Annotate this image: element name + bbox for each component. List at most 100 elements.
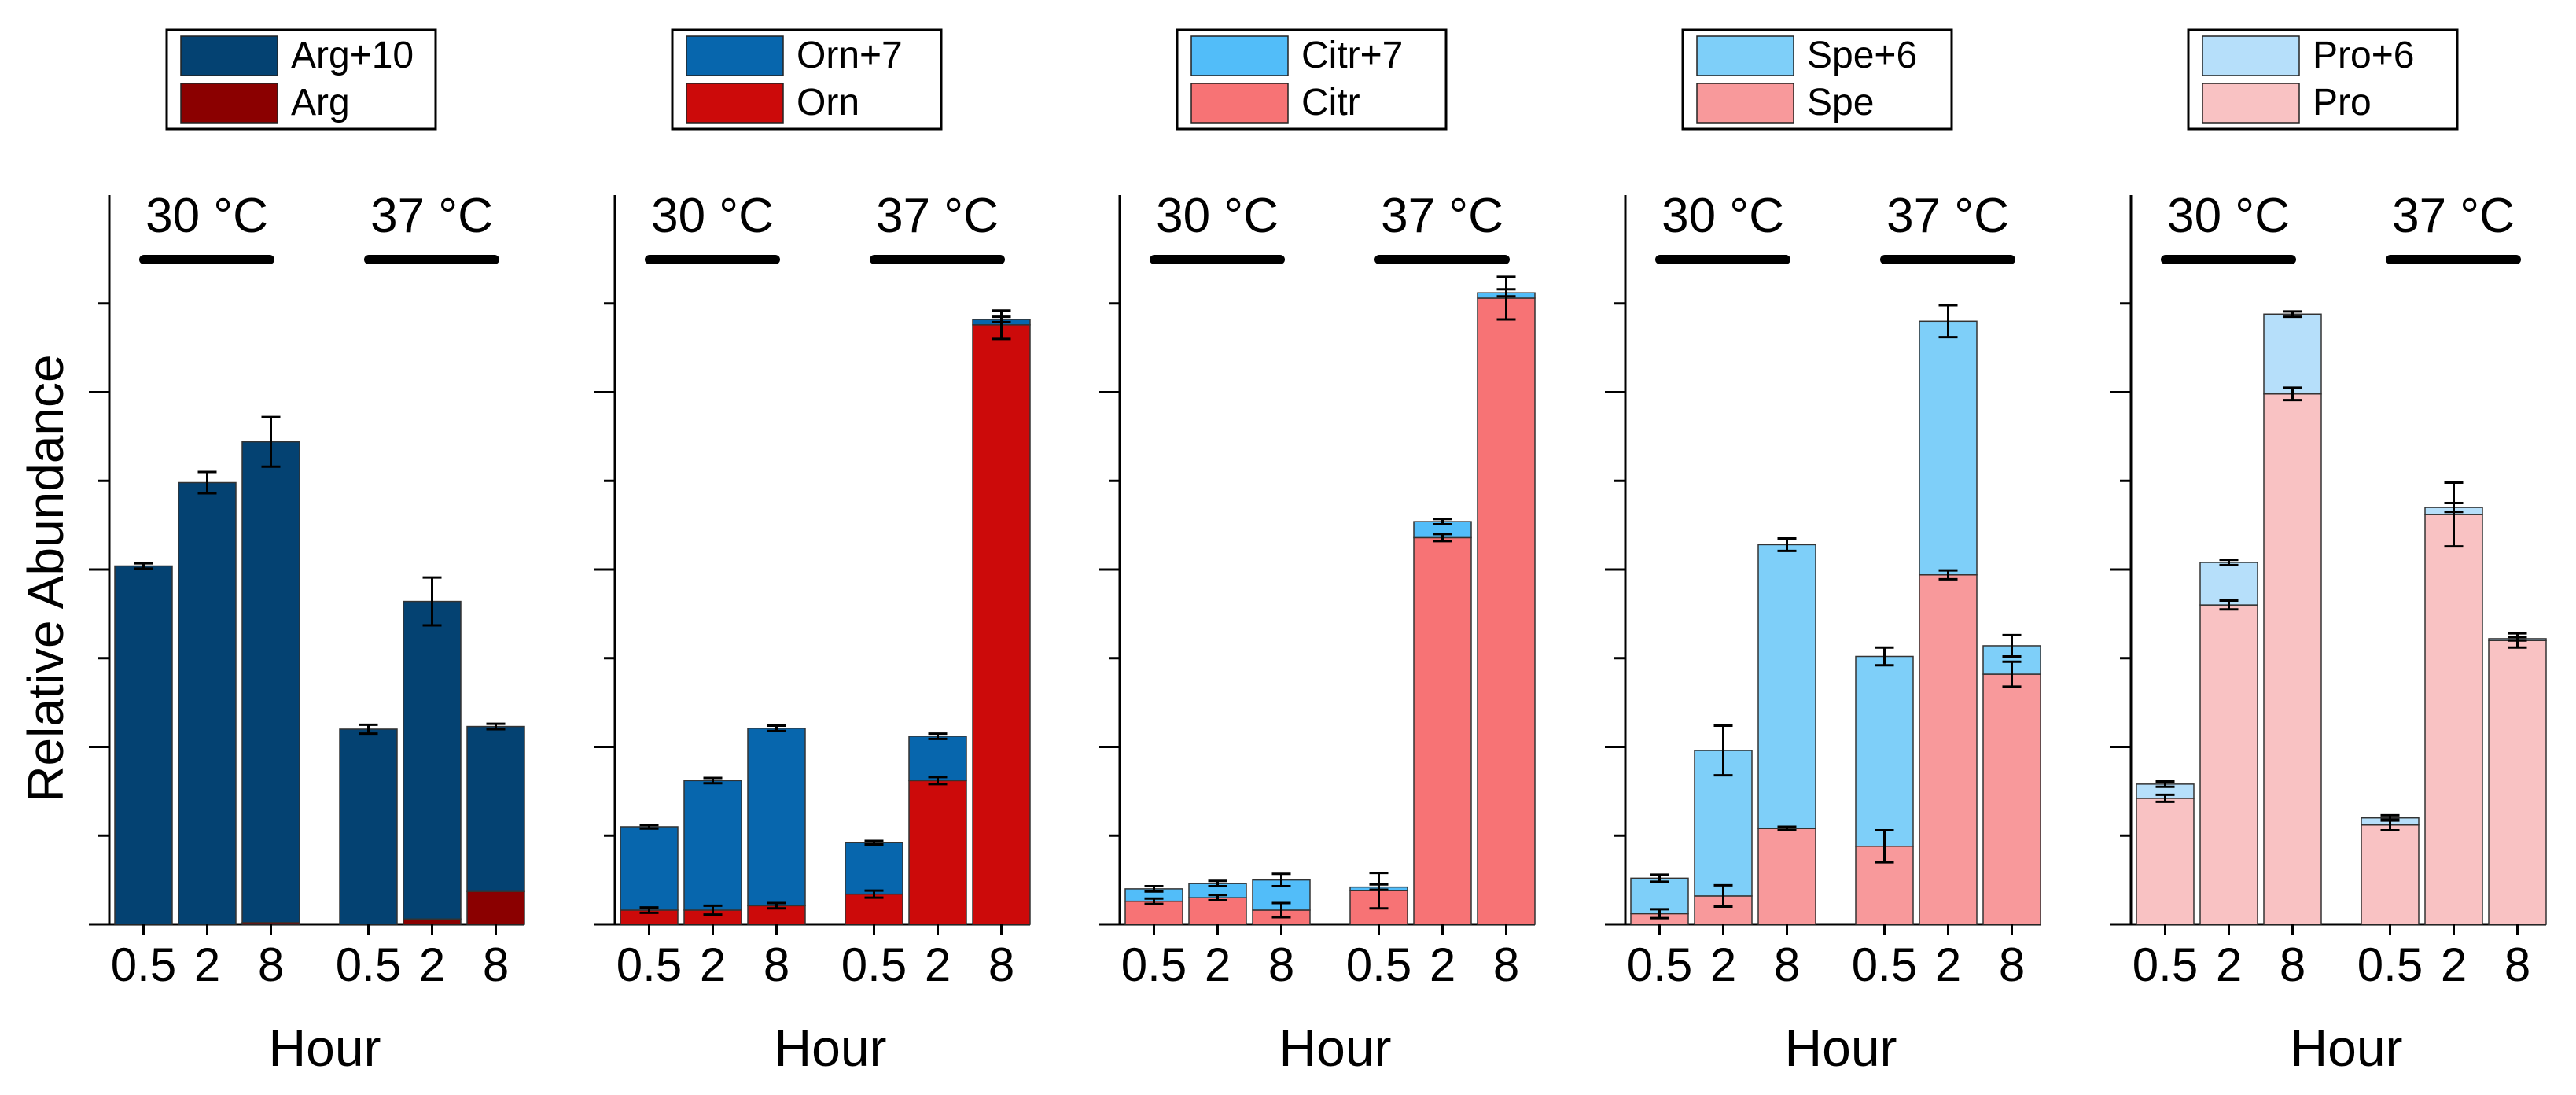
bar-pro bbox=[2424, 514, 2483, 925]
bar-orn-plus-7 bbox=[908, 736, 967, 782]
error-bar bbox=[1713, 724, 1733, 777]
x-axis-label: Hour bbox=[1784, 1019, 1897, 1077]
group-label: 30 °C bbox=[1662, 189, 1784, 243]
bar-arg-plus-10 bbox=[339, 728, 398, 925]
error-bar bbox=[767, 724, 786, 732]
error-bar bbox=[359, 723, 378, 736]
bar-arg-plus-10 bbox=[241, 441, 300, 924]
error-bar bbox=[2155, 780, 2175, 788]
x-axis-label: Hour bbox=[1279, 1019, 1391, 1077]
legend-label: Citr+7 bbox=[1301, 35, 1403, 76]
error-bar bbox=[486, 722, 506, 731]
x-tick-label: 0.5 bbox=[1852, 938, 1917, 991]
error-bar bbox=[1271, 872, 1291, 888]
bar-arg-plus-10 bbox=[466, 725, 525, 893]
bar-citr bbox=[1477, 297, 1536, 925]
x-tick-label: 8 bbox=[1774, 938, 1800, 991]
error-bar bbox=[2002, 660, 2022, 688]
x-tick-label: 0.5 bbox=[336, 938, 401, 991]
error-bar bbox=[639, 824, 659, 830]
group-label: 30 °C bbox=[1156, 189, 1279, 243]
legend-label: Arg+10 bbox=[291, 35, 414, 76]
error-bar bbox=[1713, 883, 1733, 908]
x-tick-label: 2 bbox=[700, 938, 726, 991]
group-label: 37 °C bbox=[876, 189, 999, 243]
bar-spe bbox=[1982, 673, 2041, 925]
bar-pro-plus-6 bbox=[2263, 313, 2322, 395]
x-tick-label: 2 bbox=[1205, 938, 1231, 991]
error-bar bbox=[1875, 828, 1894, 864]
x-tick-label: 0.5 bbox=[2133, 938, 2198, 991]
error-bar bbox=[1271, 901, 1291, 919]
legend-swatch bbox=[1190, 83, 1289, 124]
x-tick-label: 2 bbox=[1710, 938, 1736, 991]
x-tick-label: 2 bbox=[925, 938, 951, 991]
legend-swatch bbox=[2202, 35, 2300, 76]
group-label: 37 °C bbox=[1886, 189, 2009, 243]
x-tick-label: 8 bbox=[988, 938, 1014, 991]
error-bar bbox=[2380, 813, 2400, 822]
legend-label: Citr bbox=[1301, 82, 1360, 124]
x-tick-label: 8 bbox=[258, 938, 284, 991]
error-bar bbox=[1433, 518, 1452, 525]
error-bar bbox=[1144, 885, 1164, 893]
legend-swatch bbox=[686, 83, 784, 124]
error-bar bbox=[992, 309, 1011, 341]
group-label: 37 °C bbox=[370, 189, 493, 243]
error-bar bbox=[2002, 633, 2022, 658]
legend-label: Pro+6 bbox=[2313, 35, 2414, 76]
bar-orn bbox=[972, 324, 1031, 925]
error-bar bbox=[2283, 310, 2302, 319]
error-bar bbox=[422, 576, 442, 627]
bar-arg-plus-10 bbox=[178, 481, 237, 925]
x-tick-label: 8 bbox=[483, 938, 509, 991]
x-tick-label: 8 bbox=[764, 938, 789, 991]
bar-citr bbox=[1124, 900, 1183, 925]
bar-pro bbox=[2488, 640, 2547, 925]
legend-swatch bbox=[180, 35, 278, 76]
x-tick-label: 0.5 bbox=[1121, 938, 1187, 991]
x-tick-label: 0.5 bbox=[111, 938, 176, 991]
x-tick-label: 8 bbox=[1493, 938, 1519, 991]
bar-spe-plus-6 bbox=[1919, 320, 1978, 576]
x-tick-label: 2 bbox=[2441, 938, 2467, 991]
bar-orn-plus-7 bbox=[683, 780, 742, 911]
legend-swatch bbox=[2202, 83, 2300, 124]
legend-label: Arg bbox=[291, 82, 350, 124]
legend-swatch bbox=[686, 35, 784, 76]
bar-pro bbox=[2136, 798, 2195, 925]
x-tick-label: 2 bbox=[1430, 938, 1455, 991]
error-bar bbox=[1496, 288, 1516, 298]
legend-label: Spe bbox=[1807, 82, 1874, 124]
x-axis-label: Hour bbox=[2290, 1019, 2402, 1077]
x-axis-label: Hour bbox=[774, 1019, 886, 1077]
group-label: 30 °C bbox=[2167, 189, 2290, 243]
x-tick-label: 2 bbox=[419, 938, 445, 991]
error-bar bbox=[703, 904, 723, 916]
error-bar bbox=[1777, 537, 1797, 552]
error-bar bbox=[2219, 599, 2239, 611]
error-bar bbox=[1496, 275, 1516, 321]
x-axis-label: Hour bbox=[268, 1019, 381, 1077]
bar-orn bbox=[908, 780, 967, 925]
error-bar bbox=[1777, 825, 1797, 831]
error-bar bbox=[2283, 386, 2302, 402]
error-bar bbox=[261, 415, 281, 468]
bar-citr bbox=[1413, 536, 1472, 925]
x-tick-label: 2 bbox=[1935, 938, 1961, 991]
bar-pro-plus-6 bbox=[2199, 562, 2258, 606]
bar-spe-plus-6 bbox=[1855, 655, 1914, 847]
x-tick-label: 0.5 bbox=[616, 938, 682, 991]
error-bar bbox=[703, 776, 723, 785]
error-bar bbox=[1208, 894, 1227, 902]
bar-orn-plus-7 bbox=[620, 826, 679, 911]
bar-orn-plus-7 bbox=[845, 842, 903, 895]
y-axis-label: Relative Abundance bbox=[17, 354, 74, 802]
error-bar bbox=[1938, 569, 1958, 581]
error-bar bbox=[767, 901, 786, 910]
error-bar bbox=[1369, 883, 1389, 891]
